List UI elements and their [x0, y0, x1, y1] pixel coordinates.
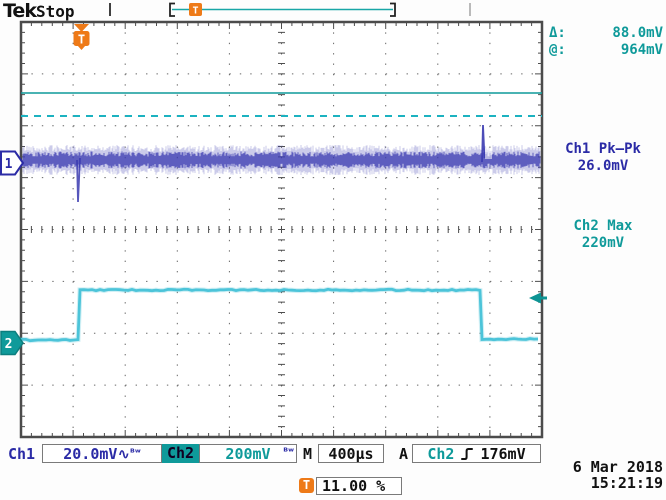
- ch2-scale: 200mV: [225, 444, 271, 463]
- ch1-bandwidth-icon: ᴮʷ: [130, 448, 141, 459]
- ch2-label-box: Ch2: [162, 444, 199, 463]
- trigger-readout-box: Ch2 176mV: [412, 444, 541, 463]
- cursor-readout: Δ: 88.0mV @: 964mV: [549, 25, 663, 59]
- datetime: 6 Mar 2018 15:21:19: [573, 459, 663, 491]
- ch1-marker-number: 1: [5, 157, 13, 172]
- window-left-bracket: [169, 2, 175, 17]
- ch1-scale: 20.0mV: [63, 444, 118, 463]
- acquisition-mode-label: A: [399, 445, 409, 463]
- ch2-scale-box: 200mV ᴮʷ: [199, 444, 297, 463]
- ch2-marker: 2: [0, 330, 24, 356]
- ch2-measurement: Ch2 Max 220mV: [542, 218, 664, 252]
- ch1-coupling-icon: ∿: [117, 444, 131, 463]
- time: 15:21:19: [590, 474, 663, 492]
- ch1-measurement-label: Ch1 Pk–Pk: [565, 141, 641, 157]
- horizontal-position-box: 11.00 %: [316, 477, 402, 495]
- at-value: 964mV: [620, 42, 663, 58]
- delta-readout: Δ: 88.0mV: [549, 25, 663, 42]
- window-trigger-badge: [189, 3, 202, 16]
- ch1-measurement-value: 26.0mV: [577, 158, 629, 174]
- ch2-bandwidth-icon: ᴮʷ: [283, 447, 294, 458]
- ch1-measurement: Ch1 Pk–Pk 26.0mV: [542, 141, 664, 175]
- trigger-level-value: 176mV: [480, 444, 526, 463]
- ch2-measurement-label: Ch2 Max: [573, 218, 633, 234]
- ch1-scale-box: 20.0mV ∿ ᴮʷ: [42, 444, 162, 463]
- trigger-position-t: T: [78, 33, 85, 47]
- ch2-marker-number: 2: [5, 337, 13, 352]
- tek-logo: Tek: [3, 0, 37, 22]
- timebase-label: M: [303, 445, 313, 463]
- window-trigger-t: T: [192, 6, 198, 17]
- horizontal-position-trigger-badge: T: [299, 478, 314, 493]
- acquisition-status: Stop: [36, 2, 75, 21]
- ch1-marker: 1: [0, 150, 25, 176]
- trace-layer: [19, 22, 542, 437]
- delta-value: 88.0mV: [612, 25, 663, 41]
- trigger-level-arrow-icon: [529, 292, 547, 304]
- trigger-position-arrow-icon: [74, 24, 89, 32]
- trigger-position-marker: T: [73, 24, 90, 50]
- window-right-bracket: [390, 2, 396, 17]
- record-view-bar: T: [109, 2, 471, 17]
- timebase-box: 400µs: [318, 444, 384, 463]
- rising-edge-slope-icon: [461, 447, 474, 460]
- trigger-source: Ch2: [427, 444, 455, 463]
- delta-label: Δ:: [549, 25, 566, 41]
- ch2-measurement-value: 220mV: [581, 235, 625, 251]
- at-label: @:: [549, 42, 566, 58]
- ch1-label: Ch1: [8, 445, 36, 463]
- at-readout: @: 964mV: [549, 42, 663, 59]
- date: 6 Mar 2018: [572, 458, 663, 476]
